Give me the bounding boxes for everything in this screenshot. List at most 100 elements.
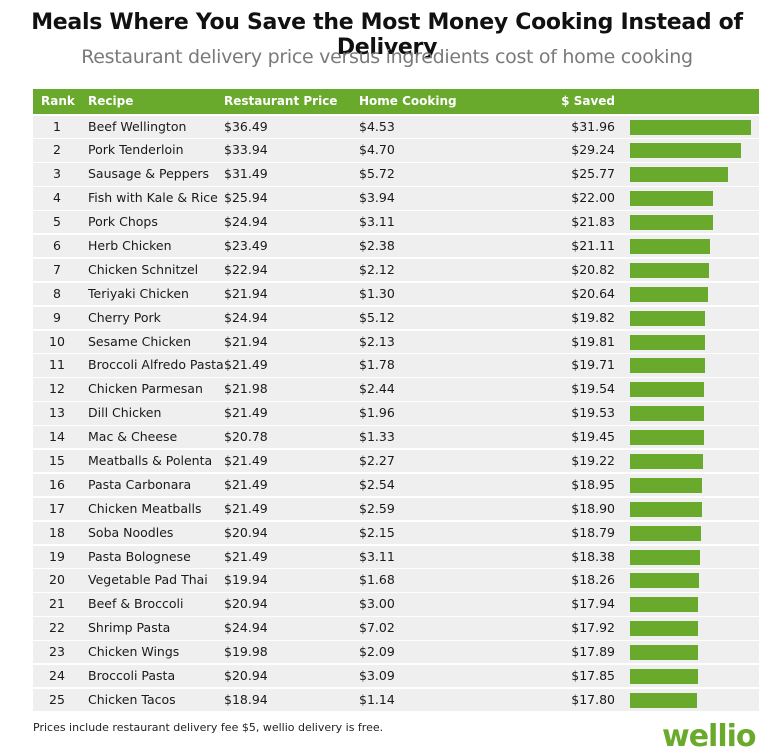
rank-cell: 19: [49, 548, 65, 564]
recipe-cell: Pasta Bolognese: [88, 548, 191, 564]
saved-bar: [630, 382, 704, 398]
table-row: 12 Chicken Parmesan $21.98 $2.44 $19.54: [33, 378, 759, 401]
rank-cell: 4: [53, 190, 61, 206]
restaurant-price-cell: $22.94: [224, 261, 268, 277]
restaurant-price-cell: $21.94: [224, 333, 268, 349]
recipe-cell: Fish with Kale & Rice: [88, 190, 218, 206]
home-cooking-cell: $2.12: [359, 261, 395, 277]
table-row: 20 Vegetable Pad Thai $19.94 $1.68 $18.26: [33, 569, 759, 592]
home-cooking-cell: $2.44: [359, 381, 395, 397]
table-row: 2 Pork Tenderloin $33.94 $4.70 $29.24: [33, 139, 759, 162]
home-cooking-cell: $2.09: [359, 644, 395, 660]
restaurant-price-cell: $36.49: [224, 118, 268, 134]
saved-bar: [630, 358, 705, 374]
restaurant-price-cell: $21.98: [224, 381, 268, 397]
saved-bar: [630, 525, 702, 541]
table-row: 19 Pasta Bolognese $21.49 $3.11 $18.38: [33, 545, 759, 568]
saved-bar: [630, 286, 709, 302]
rank-cell: 5: [53, 214, 61, 230]
saved-cell: $19.22: [571, 452, 615, 468]
rank-cell: 25: [49, 691, 65, 707]
recipe-cell: Chicken Meatballs: [88, 500, 202, 516]
saved-cell: $19.81: [571, 333, 615, 349]
header-saved: $ Saved: [561, 94, 615, 108]
recipe-cell: Shrimp Pasta: [88, 620, 171, 636]
header-recipe: Recipe: [88, 94, 134, 108]
recipe-cell: Chicken Schnitzel: [88, 261, 199, 277]
restaurant-price-cell: $25.94: [224, 190, 268, 206]
rank-cell: 7: [53, 261, 61, 277]
header-home-cooking: Home Cooking: [359, 94, 457, 108]
table-row: 6 Herb Chicken $23.49 $2.38 $21.11: [33, 234, 759, 258]
recipe-cell: Pasta Carbonara: [88, 476, 192, 492]
restaurant-price-cell: $24.94: [224, 309, 268, 325]
restaurant-price-cell: $24.94: [224, 620, 268, 636]
home-cooking-cell: $1.30: [359, 285, 395, 301]
home-cooking-cell: $4.70: [359, 142, 395, 158]
restaurant-price-cell: $23.49: [224, 237, 268, 253]
saved-bar: [630, 334, 705, 350]
rank-cell: 6: [53, 237, 61, 253]
home-cooking-cell: $3.94: [359, 190, 395, 206]
saved-bar: [630, 477, 702, 493]
table-row: 13 Dill Chicken $21.49 $1.96 $19.53: [33, 402, 759, 425]
recipe-cell: Chicken Wings: [88, 644, 180, 660]
restaurant-price-cell: $19.98: [224, 644, 268, 660]
saved-cell: $19.53: [571, 405, 615, 421]
recipe-cell: Mac & Cheese: [88, 429, 178, 445]
table-row: 17 Chicken Meatballs $21.49 $2.59 $18.90: [33, 497, 759, 521]
saved-cell: $18.26: [571, 572, 615, 588]
recipe-cell: Chicken Parmesan: [88, 381, 203, 397]
savings-table: Rank Recipe Restaurant Price Home Cookin…: [33, 89, 759, 712]
saved-cell: $21.11: [571, 237, 615, 253]
saved-cell: $21.83: [571, 214, 615, 230]
saved-bar: [630, 549, 700, 565]
restaurant-price-cell: $19.94: [224, 572, 268, 588]
rank-cell: 22: [49, 620, 65, 636]
recipe-cell: Sausage & Peppers: [88, 166, 210, 182]
home-cooking-cell: $4.53: [359, 118, 395, 134]
rank-cell: 9: [53, 309, 61, 325]
table-row: 22 Shrimp Pasta $24.94 $7.02 $17.92: [33, 617, 759, 640]
recipe-cell: Broccoli Alfredo Pasta: [88, 357, 224, 373]
saved-cell: $18.95: [571, 476, 615, 492]
home-cooking-cell: $3.00: [359, 596, 395, 612]
recipe-cell: Teriyaki Chicken: [88, 285, 189, 301]
saved-cell: $17.80: [571, 691, 615, 707]
saved-cell: $18.90: [571, 500, 615, 516]
restaurant-price-cell: $20.94: [224, 524, 268, 540]
rank-cell: 12: [49, 381, 65, 397]
recipe-cell: Meatballs & Polenta: [88, 452, 213, 468]
saved-cell: $17.89: [571, 644, 615, 660]
table-row: 4 Fish with Kale & Rice $25.94 $3.94 $22.00: [33, 187, 759, 210]
footnote: Prices include restaurant delivery fee $…: [33, 721, 384, 734]
home-cooking-cell: $1.96: [359, 405, 395, 421]
saved-cell: $29.24: [571, 142, 615, 158]
header-restaurant-price: Restaurant Price: [224, 94, 338, 108]
rank-cell: 1: [53, 118, 61, 134]
home-cooking-cell: $2.54: [359, 476, 395, 492]
saved-cell: $17.85: [571, 667, 615, 683]
saved-cell: $19.82: [571, 309, 615, 325]
saved-bar: [630, 668, 698, 684]
rank-cell: 18: [49, 524, 65, 540]
rank-cell: 2: [53, 142, 61, 158]
rank-cell: 21: [49, 596, 65, 612]
home-cooking-cell: $1.68: [359, 572, 395, 588]
saved-cell: $19.45: [571, 429, 615, 445]
saved-bar: [630, 167, 728, 183]
rank-cell: 15: [49, 452, 65, 468]
table-row: 11 Broccoli Alfredo Pasta $21.49 $1.78 $19.7…: [33, 354, 759, 377]
saved-cell: $20.82: [571, 261, 615, 277]
table-row: 3 Sausage & Peppers $31.49 $5.72 $25.77: [33, 163, 759, 186]
recipe-cell: Beef & Broccoli: [88, 596, 184, 612]
table-row: 5 Pork Chops $24.94 $3.11 $21.83: [33, 211, 759, 234]
home-cooking-cell: $1.14: [359, 691, 395, 707]
rank-cell: 8: [53, 285, 61, 301]
saved-cell: $18.79: [571, 524, 615, 540]
recipe-cell: Sesame Chicken: [88, 333, 192, 349]
restaurant-price-cell: $21.94: [224, 285, 268, 301]
home-cooking-cell: $3.09: [359, 667, 395, 683]
saved-bar: [630, 191, 714, 207]
rank-cell: 17: [49, 500, 65, 516]
